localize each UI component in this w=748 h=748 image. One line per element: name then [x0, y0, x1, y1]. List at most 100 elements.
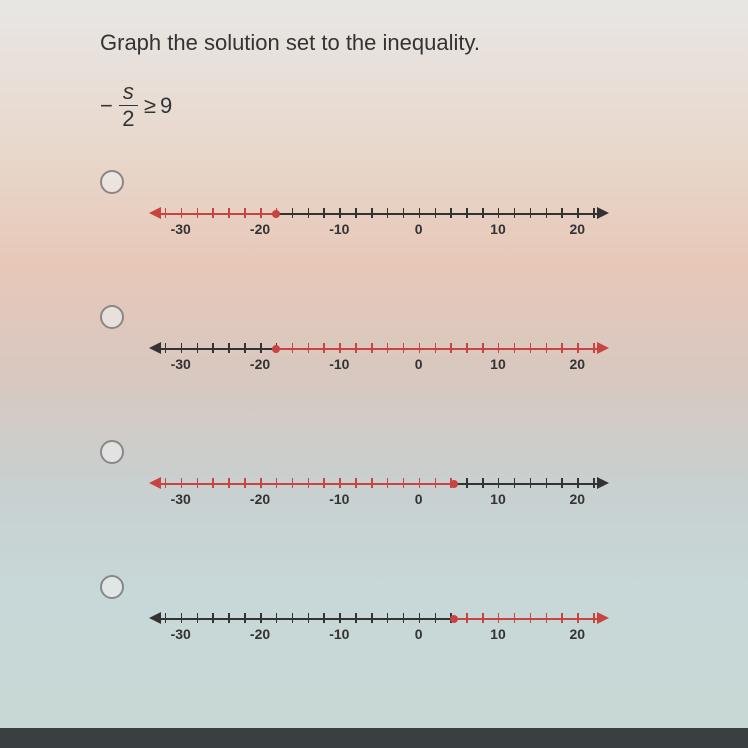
tick [244, 208, 246, 218]
arrow-left-icon [149, 207, 161, 219]
tick [323, 343, 325, 353]
tick [371, 343, 373, 353]
tick [482, 613, 484, 623]
tick [276, 613, 278, 623]
line-left-segment [159, 348, 276, 350]
axis-label: -10 [329, 221, 349, 237]
tick [197, 343, 199, 353]
tick [435, 478, 437, 488]
tick [371, 613, 373, 623]
tick [419, 208, 421, 218]
tick [498, 208, 500, 218]
tick [387, 208, 389, 218]
tick [403, 613, 405, 623]
numberline-wrap: -30-20-1001020 [149, 610, 648, 655]
numberline-wrap: -30-20-1001020 [149, 475, 648, 520]
tick [514, 208, 516, 218]
tick [308, 208, 310, 218]
tick [308, 343, 310, 353]
line-left-segment [159, 213, 276, 215]
tick [292, 343, 294, 353]
tick [561, 343, 563, 353]
tick [181, 343, 183, 353]
tick [546, 613, 548, 623]
tick [181, 478, 183, 488]
numberline: -30-20-1001020 [149, 340, 609, 385]
tick [435, 343, 437, 353]
axis-label: -30 [171, 356, 191, 372]
tick [228, 208, 230, 218]
tick [561, 478, 563, 488]
axis-label: 0 [415, 626, 423, 642]
radio-button[interactable] [100, 305, 124, 329]
radio-button[interactable] [100, 170, 124, 194]
axis-label: 10 [490, 356, 506, 372]
tick [339, 343, 341, 353]
tick [339, 613, 341, 623]
tick [260, 208, 262, 218]
tick [212, 208, 214, 218]
tick [403, 478, 405, 488]
tick [276, 478, 278, 488]
tick [197, 208, 199, 218]
tick [482, 343, 484, 353]
axis-label: 20 [569, 356, 585, 372]
axis-label: -10 [329, 356, 349, 372]
axis-label: 0 [415, 356, 423, 372]
arrow-right-icon [597, 342, 609, 354]
option-2[interactable]: -30-20-1001020 [100, 305, 648, 385]
tick [197, 478, 199, 488]
tick [466, 208, 468, 218]
tick [308, 478, 310, 488]
tick [387, 343, 389, 353]
axis-label: 20 [569, 221, 585, 237]
axis-label: 20 [569, 491, 585, 507]
rhs: 9 [160, 93, 172, 119]
tick [323, 208, 325, 218]
question-text: Graph the solution set to the inequality… [100, 30, 648, 56]
tick [165, 343, 167, 353]
option-4[interactable]: -30-20-1001020 [100, 575, 648, 655]
axis-label: -10 [329, 626, 349, 642]
inequality: − s 2 ≥ 9 [100, 81, 648, 130]
tick [260, 343, 262, 353]
axis-label: -30 [171, 491, 191, 507]
axis-label: -20 [250, 221, 270, 237]
tick [577, 613, 579, 623]
tick [435, 208, 437, 218]
tick [339, 208, 341, 218]
tick [244, 478, 246, 488]
tick [450, 343, 452, 353]
tick [561, 613, 563, 623]
radio-button[interactable] [100, 440, 124, 464]
numberline-wrap: -30-20-1001020 [149, 205, 648, 250]
denominator: 2 [122, 106, 134, 130]
arrow-right-icon [597, 477, 609, 489]
axis-label: 0 [415, 491, 423, 507]
tick [546, 208, 548, 218]
arrow-right-icon [597, 612, 609, 624]
option-1[interactable]: -30-20-1001020 [100, 170, 648, 250]
axis-label: -10 [329, 491, 349, 507]
tick [260, 478, 262, 488]
tick [546, 343, 548, 353]
tick [165, 208, 167, 218]
tick [530, 343, 532, 353]
fraction: s 2 [119, 81, 138, 130]
tick [546, 478, 548, 488]
tick [593, 208, 595, 218]
option-3[interactable]: -30-20-1001020 [100, 440, 648, 520]
arrow-left-icon [149, 342, 161, 354]
tick [165, 478, 167, 488]
tick [355, 343, 357, 353]
axis-label: -30 [171, 626, 191, 642]
tick [181, 613, 183, 623]
tick [323, 478, 325, 488]
tick [228, 613, 230, 623]
numerator: s [119, 81, 138, 106]
radio-button[interactable] [100, 575, 124, 599]
tick [244, 613, 246, 623]
axis-label: -20 [250, 626, 270, 642]
tick [260, 613, 262, 623]
tick [387, 478, 389, 488]
